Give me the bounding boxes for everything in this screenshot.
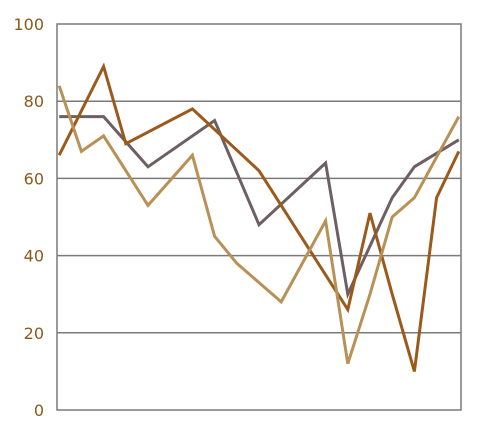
y-tick-label: 0 xyxy=(34,401,44,420)
series-lines xyxy=(57,62,461,372)
y-tick-label: 40 xyxy=(24,247,44,266)
gridlines xyxy=(57,100,461,334)
y-tick-label: 60 xyxy=(24,169,44,188)
series-line-1 xyxy=(59,115,460,300)
y-tick-label: 100 xyxy=(13,15,44,34)
series-line-3 xyxy=(57,85,461,365)
y-axis-ticks: 0 20 40 60 80 100 xyxy=(13,15,44,420)
y-tick-label: 80 xyxy=(24,92,44,111)
y-tick-label: 20 xyxy=(24,324,44,343)
plot-frame xyxy=(56,23,462,411)
series-line-2 xyxy=(57,62,461,372)
